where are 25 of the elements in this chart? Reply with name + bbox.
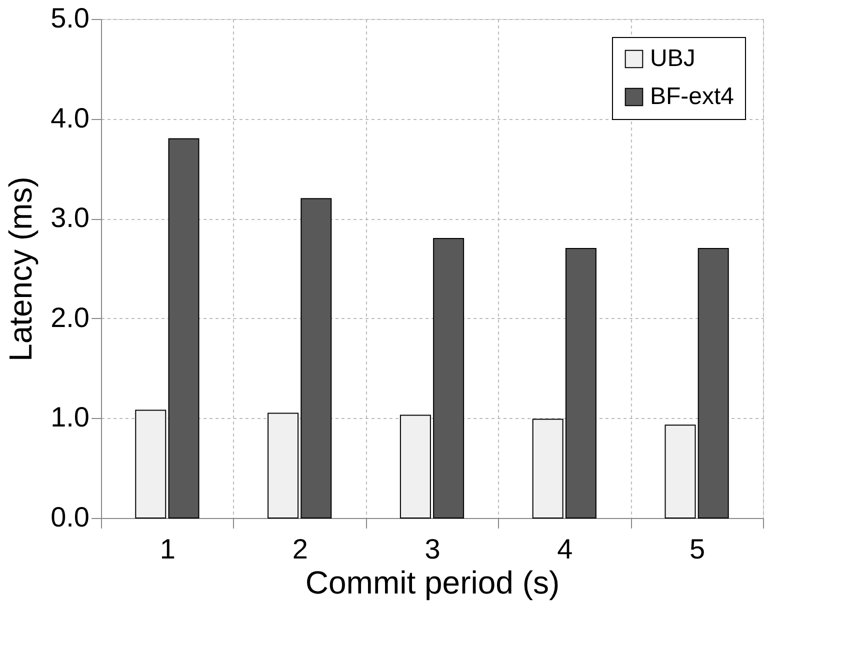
bar	[433, 238, 464, 518]
bar	[664, 424, 696, 518]
bar	[565, 248, 596, 518]
bar	[300, 198, 332, 518]
x-tick-label: 5	[690, 534, 706, 564]
x-tick-label: 4	[557, 534, 573, 564]
bar	[268, 412, 299, 518]
bar	[698, 248, 729, 518]
y-tick-label: 0.0	[50, 502, 90, 532]
y-tick-label: 1.0	[50, 402, 90, 433]
legend-label: BF-ext4	[650, 83, 734, 110]
bar	[532, 418, 564, 518]
legend-label: UBJ	[650, 45, 696, 72]
x-tick-label: 3	[424, 534, 440, 564]
bar	[400, 414, 431, 518]
y-tick-label: 2.0	[50, 302, 90, 333]
y-tick-label: 4.0	[50, 102, 90, 134]
bar	[135, 410, 166, 518]
y-tick-label: 5.0	[50, 2, 90, 34]
bar	[168, 138, 200, 518]
x-tick-label: 2	[292, 534, 308, 564]
x-axis-title: Commit period (s)	[305, 564, 560, 600]
x-tick-label: 1	[160, 534, 176, 564]
y-axis-title: Latency (ms)	[2, 176, 39, 362]
y-tick-label: 3.0	[50, 202, 90, 234]
